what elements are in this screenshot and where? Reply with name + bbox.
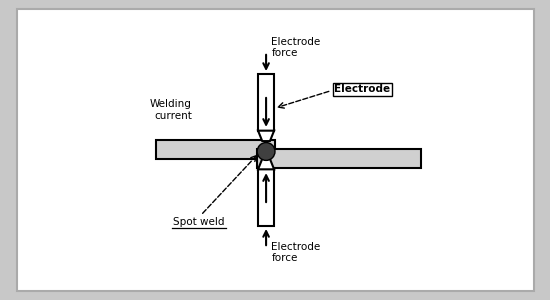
Polygon shape (258, 131, 274, 141)
Text: Welding
current: Welding current (150, 99, 192, 121)
Circle shape (257, 142, 275, 160)
Bar (258, 74, 274, 131)
Bar (258, 169, 274, 226)
Bar (156, 140, 275, 159)
Text: Electrode: Electrode (334, 84, 390, 94)
Polygon shape (258, 159, 274, 169)
Text: Spot weld: Spot weld (173, 217, 225, 227)
Bar (257, 149, 421, 168)
Text: Electrode
force: Electrode force (272, 37, 321, 58)
Text: Electrode
force: Electrode force (272, 242, 321, 263)
